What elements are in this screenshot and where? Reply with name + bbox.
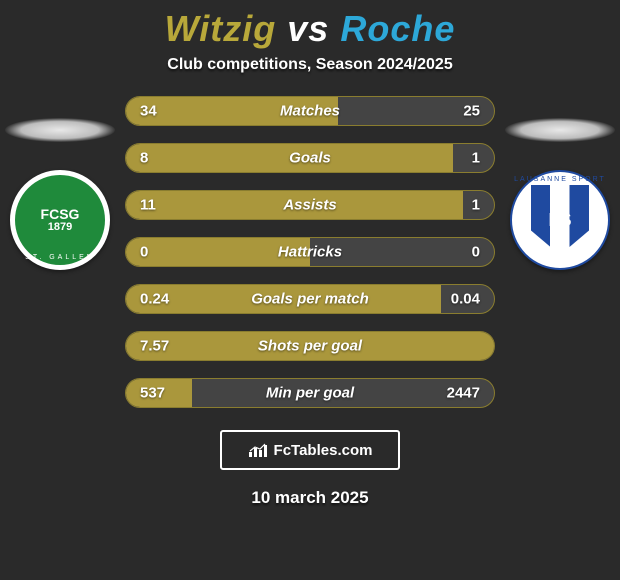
stat-row: 0.24Goals per match0.04	[125, 284, 495, 314]
player2-name: Roche	[340, 8, 455, 49]
stat-label: Matches	[126, 103, 494, 120]
stat-label: Goals per match	[126, 291, 494, 308]
stats-container: 34Matches258Goals111Assists10Hattricks00…	[125, 96, 495, 408]
stat-row: 11Assists1	[125, 190, 495, 220]
team2-badge: LAUSANNE SPORT LS	[510, 170, 610, 270]
team1-badge-acronym: FCSG	[41, 206, 80, 222]
shadow-ellipse	[5, 118, 115, 142]
team2-shield: LS	[531, 185, 589, 255]
subtitle: Club competitions, Season 2024/2025	[0, 56, 620, 74]
team1-badge-year: 1879	[41, 222, 80, 234]
team1-badge: FCSG 1879 ST. GALLEN	[10, 170, 110, 270]
stat-right-value: 1	[472, 197, 480, 214]
date-text: 10 march 2025	[0, 488, 620, 508]
branding-box: FcTables.com	[220, 430, 400, 470]
stat-row: 537Min per goal2447	[125, 378, 495, 408]
team2-badge-ring: LAUSANNE SPORT	[514, 176, 606, 183]
stat-row: 34Matches25	[125, 96, 495, 126]
vs-text: vs	[287, 8, 329, 49]
stat-right-value: 2447	[447, 385, 480, 402]
stat-row: 0Hattricks0	[125, 237, 495, 267]
stat-right-value: 0	[472, 244, 480, 261]
stat-label: Assists	[126, 197, 494, 214]
stat-right-value: 25	[463, 103, 480, 120]
stat-label: Hattricks	[126, 244, 494, 261]
stat-right-value: 0.04	[451, 291, 480, 308]
stat-row: 8Goals1	[125, 143, 495, 173]
stat-label: Shots per goal	[126, 338, 494, 355]
comparison-title: Witzig vs Roche	[0, 0, 620, 50]
stat-row: 7.57Shots per goal	[125, 331, 495, 361]
stat-label: Goals	[126, 150, 494, 167]
player1-name: Witzig	[165, 8, 277, 49]
team2-badge-acronym: LS	[548, 210, 571, 231]
team1-badge-text: FCSG 1879	[41, 207, 80, 233]
stat-right-value: 1	[472, 150, 480, 167]
stat-label: Min per goal	[126, 385, 494, 402]
branding-label: FcTables.com	[274, 442, 373, 459]
team1-logo-area: FCSG 1879 ST. GALLEN	[0, 118, 120, 270]
team1-badge-ring: ST. GALLEN	[25, 254, 95, 261]
shadow-ellipse	[505, 118, 615, 142]
team2-logo-area: LAUSANNE SPORT LS	[500, 118, 620, 270]
chart-icon	[248, 442, 268, 458]
